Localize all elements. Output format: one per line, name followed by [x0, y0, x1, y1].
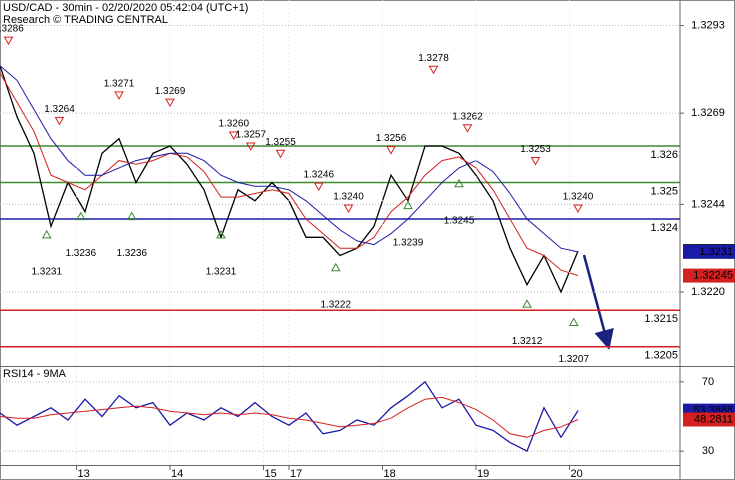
annotation-label: 1.3240 — [563, 192, 594, 203]
price-tag — [683, 244, 735, 259]
x-tick-label: 14 — [171, 468, 183, 480]
high-marker — [530, 157, 541, 166]
x-tick-label: 13 — [78, 468, 90, 480]
high-marker — [275, 149, 286, 159]
forecast-arrow — [582, 254, 614, 350]
high-marker — [386, 146, 396, 155]
rsi-title: RSI14 - 9MA — [3, 368, 67, 380]
annotation-label: 1.3240 — [333, 192, 364, 203]
level-label: 1.325 — [650, 185, 678, 197]
annotation-label: 1.3236 — [65, 248, 96, 259]
annotation-label: 1.3253 — [520, 144, 551, 155]
x-tick-label: 15 — [265, 468, 277, 480]
annotation-label: 1.3207 — [558, 354, 589, 365]
chart-title: USD/CAD - 30min - 02/20/2020 05:42:04 (U… — [3, 2, 248, 14]
low-marker — [522, 299, 532, 308]
annotation-label: 1.3231 — [31, 266, 62, 277]
annotation-label: 1.3286 — [0, 24, 24, 35]
y-tick-label: 1.3269 — [691, 107, 725, 119]
high-marker — [245, 142, 256, 151]
high-marker — [3, 36, 14, 46]
low-marker — [403, 200, 413, 210]
price-tag-label: 1.32245 — [693, 269, 733, 281]
high-marker — [54, 116, 65, 126]
series-line — [0, 72, 579, 277]
annotation-label: 1.3256 — [376, 133, 407, 144]
y-tick-label: 1.3220 — [691, 286, 725, 298]
annotation-label: 1.3222 — [320, 299, 351, 310]
low-marker — [330, 262, 341, 272]
high-marker — [114, 91, 124, 100]
annotation-label: 1.3264 — [44, 104, 75, 115]
low-marker — [216, 229, 226, 239]
annotation-label: 1.3212 — [512, 336, 543, 347]
x-tick-label: 18 — [384, 468, 396, 480]
annotation-label: 1.3257 — [235, 130, 266, 141]
annotation-label: 1.3246 — [303, 170, 334, 181]
high-marker — [573, 204, 583, 214]
low-marker — [41, 229, 52, 239]
annotation-label: 1.3271 — [104, 78, 135, 89]
annotation-label: 1.3278 — [418, 53, 449, 64]
y-tick-label: 1.3244 — [691, 198, 725, 210]
y-tick-label: 70 — [702, 376, 714, 388]
annotation-label: 1.3236 — [116, 248, 147, 259]
annotation-label: 1.3260 — [218, 119, 249, 130]
annotation-label: 1.3231 — [206, 266, 237, 277]
annotation-label: 1.3239 — [393, 237, 424, 248]
x-tick-label: 19 — [477, 468, 489, 480]
low-marker — [126, 211, 137, 221]
high-marker — [313, 182, 324, 192]
annotation-label: 1.3262 — [452, 111, 483, 122]
series-line — [0, 396, 579, 438]
level-label: 1.326 — [650, 149, 678, 161]
price-tag — [683, 412, 735, 427]
level-label: 1.324 — [650, 222, 678, 234]
high-marker — [228, 131, 239, 141]
series-line — [0, 380, 579, 453]
annotation-label: 1.3245 — [444, 215, 475, 226]
high-marker — [165, 98, 175, 108]
low-marker — [454, 178, 464, 188]
annotation-label: 1.3255 — [265, 137, 296, 148]
high-marker — [462, 124, 473, 133]
chart-subtitle: Research © TRADING CENTRAL — [3, 14, 168, 26]
low-marker — [568, 317, 579, 326]
x-tick-label: 20 — [571, 468, 583, 480]
price-tag-label: 1.3231 — [699, 246, 733, 258]
series-line — [0, 65, 579, 253]
price-tag-label: 48.2811 — [694, 413, 733, 425]
level-label: 1.3205 — [644, 350, 678, 362]
low-marker — [75, 211, 86, 221]
high-marker — [343, 204, 354, 214]
x-tick-label: 17 — [290, 468, 302, 480]
y-tick-label: 1.3293 — [691, 19, 725, 31]
y-tick-label: 30 — [702, 445, 714, 457]
high-marker — [428, 65, 439, 75]
level-label: 1.3215 — [644, 313, 678, 325]
price-tag — [683, 268, 735, 283]
annotation-label: 1.3269 — [155, 86, 186, 97]
